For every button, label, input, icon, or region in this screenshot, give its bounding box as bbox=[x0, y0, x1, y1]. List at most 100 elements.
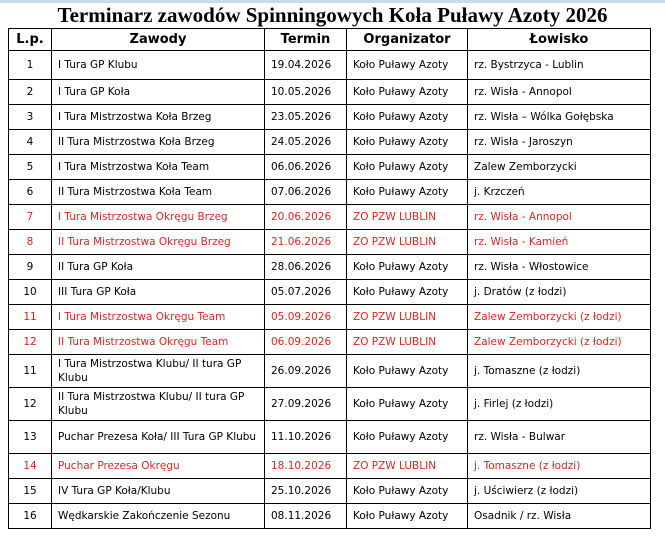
header-zawody: Zawody bbox=[51, 28, 265, 51]
table-row: 9 II Tura GP Koła 28.06.2026 Koło Puławy Az… bbox=[8, 254, 651, 280]
cell-organizator: Koło Puławy Azoty bbox=[346, 179, 468, 205]
cell-lowisko: rz. Wisła - Annopol bbox=[467, 204, 651, 230]
cell-organizator: Koło Puławy Azoty bbox=[346, 354, 468, 388]
header-row: L.p. Zawody Termin Organizator Łowisko bbox=[8, 28, 651, 51]
table-row: 10 III Tura GP Koła 05.07.2026 Koło Puławy … bbox=[8, 279, 651, 305]
cell-lp: 8 bbox=[8, 229, 52, 255]
cell-zawody: II Tura Mistrzostwa Koła Team bbox=[51, 179, 265, 205]
cell-lp: 2 bbox=[8, 79, 52, 105]
cell-lowisko: Zalew Zemborzycki bbox=[467, 154, 651, 180]
cell-organizator: ZO PZW LUBLIN bbox=[346, 229, 468, 255]
cell-termin: 19.04.2026 bbox=[264, 50, 347, 80]
cell-lowisko: Zalew Zemborzycki (z łodzi) bbox=[467, 304, 651, 330]
cell-termin: 20.06.2026 bbox=[264, 204, 347, 230]
table-row: 11 I Tura Mistrzostwa Klubu/ II tura GP K… bbox=[8, 354, 651, 388]
cell-lowisko: rz. Wisła – Wólka Gołębska bbox=[467, 104, 651, 130]
cell-lp: 12 bbox=[8, 329, 52, 355]
cell-zawody: I Tura Mistrzostwa Okręgu Team bbox=[51, 304, 265, 330]
cell-lp: 3 bbox=[8, 104, 52, 130]
cell-termin: 10.05.2026 bbox=[264, 79, 347, 105]
cell-zawody: II Tura Mistrzostwa Okręgu Team bbox=[51, 329, 265, 355]
cell-organizator: Koło Puławy Azoty bbox=[346, 254, 468, 280]
cell-zawody: II Tura GP Koła bbox=[51, 254, 265, 280]
cell-termin: 07.06.2026 bbox=[264, 179, 347, 205]
cell-zawody: I Tura GP Klubu bbox=[51, 50, 265, 80]
header-termin: Termin bbox=[264, 28, 347, 51]
cell-zawody: II Tura Mistrzostwa Klubu/ II tura GP Kl… bbox=[51, 387, 265, 421]
cell-organizator: Koło Puławy Azoty bbox=[346, 503, 468, 529]
cell-organizator: Koło Puławy Azoty bbox=[346, 387, 468, 421]
table-row: 4 II Tura Mistrzostwa Koła Brzeg 24.05.202… bbox=[8, 129, 651, 155]
table-row: 16 Wędkarskie Zakończenie Sezonu 08.11.202… bbox=[8, 503, 651, 529]
cell-lowisko: j. Uściwierz (z łodzi) bbox=[467, 478, 651, 504]
cell-zawody: I Tura Mistrzostwa Okręgu Brzeg bbox=[51, 204, 265, 230]
cell-lowisko: rz. Wisła - Jaroszyn bbox=[467, 129, 651, 155]
cell-zawody: Puchar Prezesa Okręgu bbox=[51, 453, 265, 479]
cell-lp: 11 bbox=[8, 304, 52, 330]
cell-zawody: III Tura GP Koła bbox=[51, 279, 265, 305]
cell-termin: 25.10.2026 bbox=[264, 478, 347, 504]
cell-organizator: Koło Puławy Azoty bbox=[346, 420, 468, 454]
cell-organizator: Koło Puławy Azoty bbox=[346, 279, 468, 305]
cell-lp: 7 bbox=[8, 204, 52, 230]
cell-lp: 4 bbox=[8, 129, 52, 155]
table-row: 13 Puchar Prezesa Koła/ III Tura GP Klubu… bbox=[8, 420, 651, 454]
cell-organizator: Koło Puławy Azoty bbox=[346, 129, 468, 155]
cell-lp: 12 bbox=[8, 387, 52, 421]
cell-organizator: ZO PZW LUBLIN bbox=[346, 304, 468, 330]
cell-zawody: Puchar Prezesa Koła/ III Tura GP Klubu bbox=[51, 420, 265, 454]
cell-zawody: I Tura Mistrzostwa Koła Team bbox=[51, 154, 265, 180]
cell-zawody: I Tura GP Koła bbox=[51, 79, 265, 105]
cell-organizator: Koło Puławy Azoty bbox=[346, 104, 468, 130]
window-edge bbox=[0, 0, 665, 3]
cell-termin: 23.05.2026 bbox=[264, 104, 347, 130]
cell-termin: 06.09.2026 bbox=[264, 329, 347, 355]
cell-zawody: Wędkarskie Zakończenie Sezonu bbox=[51, 503, 265, 529]
table-row: 12 II Tura Mistrzostwa Klubu/ II tura GP … bbox=[8, 387, 651, 421]
cell-lp: 14 bbox=[8, 453, 52, 479]
cell-lp: 13 bbox=[8, 420, 52, 454]
cell-termin: 11.10.2026 bbox=[264, 420, 347, 454]
cell-lp: 15 bbox=[8, 478, 52, 504]
cell-zawody: II Tura Mistrzostwa Koła Brzeg bbox=[51, 129, 265, 155]
table-row: 8 II Tura Mistrzostwa Okręgu Brzeg 21.06.2… bbox=[8, 229, 651, 255]
cell-lowisko: j. Dratów (z łodzi) bbox=[467, 279, 651, 305]
cell-organizator: ZO PZW LUBLIN bbox=[346, 329, 468, 355]
cell-termin: 28.06.2026 bbox=[264, 254, 347, 280]
header-organizator: Organizator bbox=[346, 28, 468, 51]
cell-termin: 18.10.2026 bbox=[264, 453, 347, 479]
header-lowisko: Łowisko bbox=[467, 28, 651, 51]
cell-lowisko: Zalew Zemborzycki (z łodzi) bbox=[467, 329, 651, 355]
table-row: 11 I Tura Mistrzostwa Okręgu Team 05.09.20… bbox=[8, 304, 651, 330]
cell-termin: 27.09.2026 bbox=[264, 387, 347, 421]
cell-termin: 26.09.2026 bbox=[264, 354, 347, 388]
cell-lp: 5 bbox=[8, 154, 52, 180]
cell-lowisko: rz. Wisła - Kamień bbox=[467, 229, 651, 255]
cell-lowisko: j. Tomaszne (z łodzi) bbox=[467, 354, 651, 388]
cell-lowisko: j. Krzczeń bbox=[467, 179, 651, 205]
table-row: 12 II Tura Mistrzostwa Okręgu Team 06.09.2… bbox=[8, 329, 651, 355]
cell-termin: 06.06.2026 bbox=[264, 154, 347, 180]
cell-organizator: ZO PZW LUBLIN bbox=[346, 453, 468, 479]
cell-organizator: ZO PZW LUBLIN bbox=[346, 204, 468, 230]
cell-lp: 11 bbox=[8, 354, 52, 388]
cell-lp: 6 bbox=[8, 179, 52, 205]
cell-zawody: I Tura Mistrzostwa Koła Brzeg bbox=[51, 104, 265, 130]
cell-lp: 10 bbox=[8, 279, 52, 305]
cell-lowisko: j. Firlej (z łodzi) bbox=[467, 387, 651, 421]
cell-termin: 05.07.2026 bbox=[264, 279, 347, 305]
cell-organizator: Koło Puławy Azoty bbox=[346, 478, 468, 504]
cell-lp: 9 bbox=[8, 254, 52, 280]
cell-zawody: I Tura Mistrzostwa Klubu/ II tura GP Klu… bbox=[51, 354, 265, 388]
cell-lowisko: rz. Wisła - Bulwar bbox=[467, 420, 651, 454]
table-row: 14 Puchar Prezesa Okręgu 18.10.2026 ZO PZW … bbox=[8, 453, 651, 479]
cell-organizator: Koło Puławy Azoty bbox=[346, 79, 468, 105]
cell-lp: 16 bbox=[8, 503, 52, 529]
cell-organizator: Koło Puławy Azoty bbox=[346, 154, 468, 180]
cell-lp: 1 bbox=[8, 50, 52, 80]
cell-termin: 08.11.2026 bbox=[264, 503, 347, 529]
